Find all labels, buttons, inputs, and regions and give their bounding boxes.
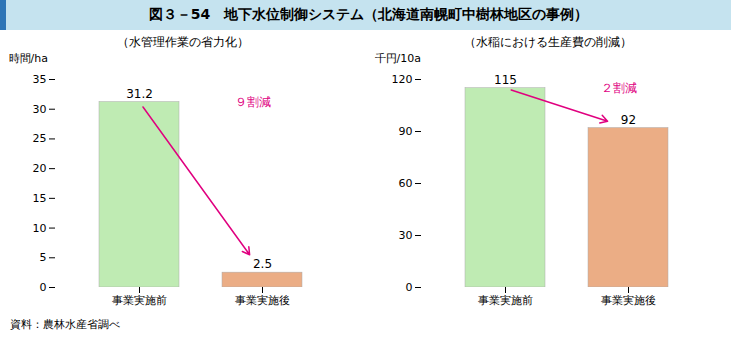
- html-text:（水稲における生産費の削減）: （水稲における生産費の削減）: [464, 35, 633, 49]
- svg-text:30: 30: [33, 103, 47, 116]
- svg-text:９割減: ９割減: [235, 95, 271, 109]
- svg-text:10: 10: [33, 222, 47, 235]
- svg-text:35: 35: [33, 73, 47, 86]
- html-text:（水管理作業の省力化）: （水管理作業の省力化）: [116, 35, 249, 49]
- svg-text:0: 0: [40, 281, 47, 294]
- svg-text:60: 60: [398, 177, 412, 190]
- svg-text:事業実施前: 事業実施前: [112, 294, 167, 307]
- svg-text:事業実施後: 事業実施後: [601, 294, 656, 307]
- svg-text:31.2: 31.2: [126, 87, 153, 101]
- svg-text:120: 120: [391, 73, 412, 86]
- svg-text:２割減: ２割減: [600, 81, 636, 95]
- svg-text:2.5: 2.5: [253, 257, 272, 271]
- svg-text:115: 115: [494, 73, 517, 87]
- html-text:資料：農林水産省調べ: 資料：農林水産省調べ: [10, 318, 120, 331]
- svg-text:92: 92: [621, 113, 636, 127]
- svg-text:20: 20: [33, 162, 47, 175]
- svg-text:25: 25: [33, 132, 47, 145]
- svg-text:90: 90: [398, 125, 412, 138]
- svg-text:0: 0: [405, 281, 412, 294]
- html-text:図３－54 地下水位制御システム（北海道南幌町中樹林地区の事: 図３－54 地下水位制御システム（北海道南幌町中樹林地区の事例）: [148, 6, 589, 22]
- svg-text:事業実施後: 事業実施後: [235, 294, 290, 307]
- svg-text:30: 30: [398, 229, 412, 242]
- svg-text:時間/ha: 時間/ha: [9, 52, 48, 65]
- svg-text:15: 15: [33, 192, 47, 205]
- svg-text:事業実施前: 事業実施前: [478, 294, 533, 307]
- svg-text:5: 5: [40, 251, 47, 264]
- svg-text:千円/10a: 千円/10a: [374, 52, 420, 65]
